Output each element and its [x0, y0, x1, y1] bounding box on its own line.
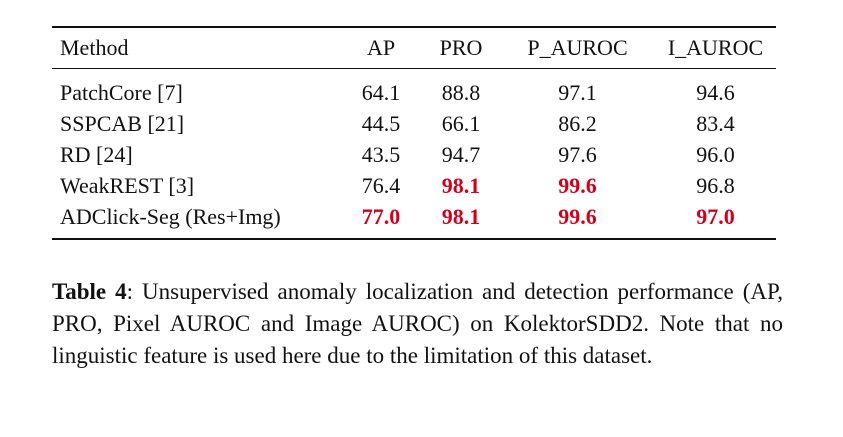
method-cell: WeakREST [3] — [60, 172, 195, 198]
header-cell: P_AUROC — [527, 35, 628, 60]
header-cell: Method — [60, 35, 129, 60]
row: WeakREST [3] 76.4 98.1 99.6 96.8 — [52, 170, 776, 201]
method-cell: RD [24] — [60, 141, 133, 167]
header-row: Method AP PRO P_AUROC I_AUROC — [52, 27, 776, 69]
row: PatchCore [7] 64.1 88.8 97.1 94.6 — [52, 69, 776, 109]
value-cell: 88.8 — [441, 79, 481, 105]
best-value-cell: 98.1 — [441, 172, 481, 198]
value-cell: 44.5 — [361, 110, 401, 136]
caption-label: Table 4 — [52, 279, 127, 304]
value-cell: 43.5 — [361, 141, 401, 167]
header-cell: AP — [366, 35, 396, 60]
row: RD [24] 43.5 94.7 97.6 96.0 — [52, 139, 776, 170]
results-table: Method AP PRO P_AUROC I_AUROC PatchCore … — [52, 26, 776, 240]
value-cell: 96.0 — [696, 141, 735, 167]
method-cell: PatchCore [7] — [60, 79, 183, 105]
value-cell: 94.6 — [696, 79, 735, 105]
method-cell: SSPCAB [21] — [60, 110, 185, 136]
best-value-cell: 99.6 — [558, 172, 597, 198]
value-cell: 96.8 — [696, 172, 735, 198]
value-cell: 66.1 — [441, 110, 481, 136]
value-cell: 97.6 — [558, 141, 597, 167]
value-cell: 97.1 — [558, 79, 597, 105]
best-value-cell: 98.1 — [441, 203, 481, 229]
best-value-cell: 99.6 — [558, 203, 597, 229]
caption-text: : Unsupervised anomaly localization and … — [52, 279, 783, 368]
best-value-cell: 77.0 — [361, 203, 401, 229]
row: SSPCAB [21] 44.5 66.1 86.2 83.4 — [52, 108, 776, 139]
row: ADClick-Seg (Res+Img) 77.0 98.1 99.6 97.… — [52, 201, 776, 239]
header-cell: PRO — [439, 35, 483, 60]
value-cell: 76.4 — [361, 172, 401, 198]
caption: Table 4: Unsupervised anomaly localizati… — [52, 276, 783, 372]
header-cell: I_AUROC — [667, 35, 764, 60]
value-cell: 83.4 — [696, 110, 735, 136]
value-cell: 94.7 — [441, 141, 481, 167]
value-cell: 64.1 — [361, 79, 401, 105]
value-cell: 86.2 — [558, 110, 597, 136]
best-value-cell: 97.0 — [696, 203, 735, 229]
method-cell: ADClick-Seg (Res+Img) — [60, 203, 281, 229]
